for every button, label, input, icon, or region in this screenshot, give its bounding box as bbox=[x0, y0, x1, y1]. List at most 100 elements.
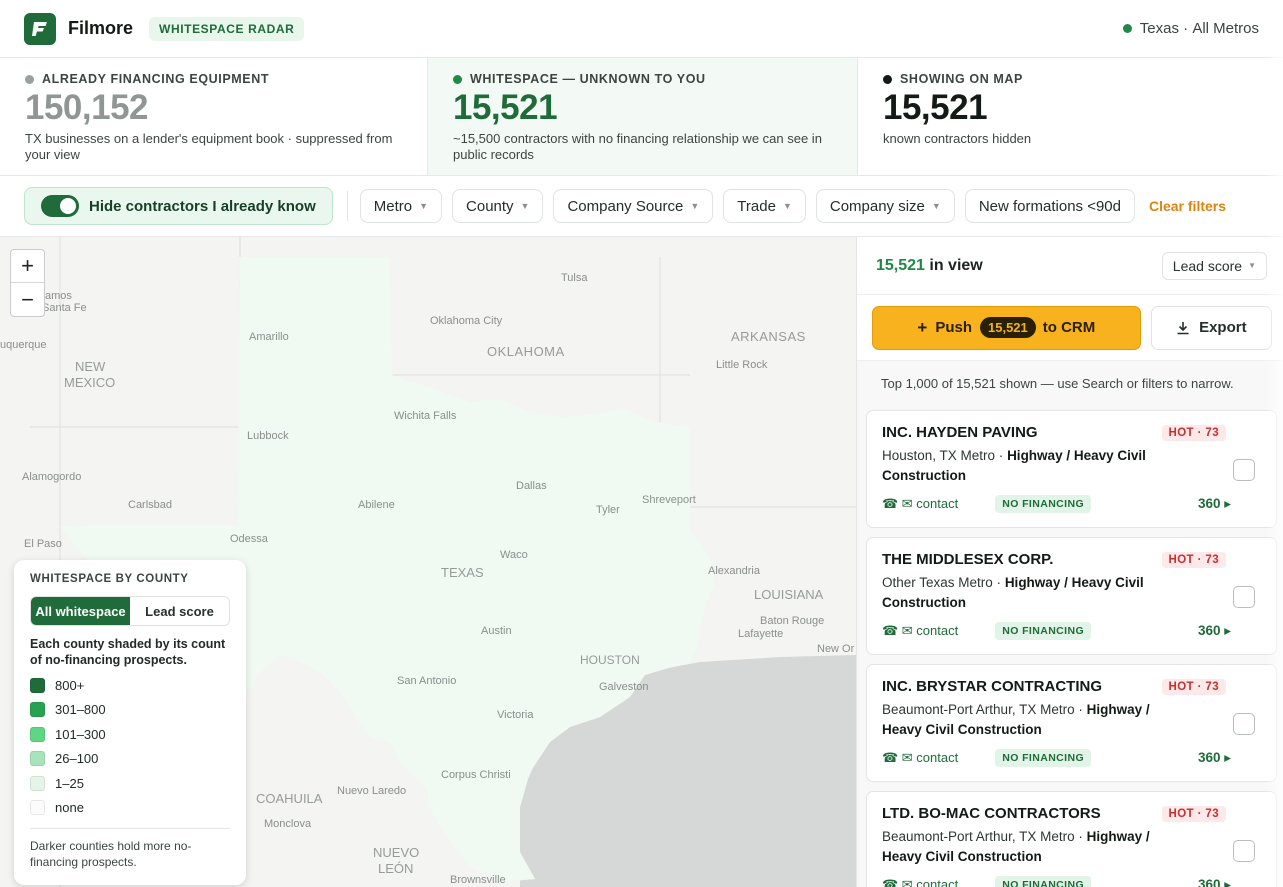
map-label: Tulsa bbox=[561, 272, 588, 284]
lead-card[interactable]: THE MIDDLESEX CORP. HOT · 73 Other Texas… bbox=[866, 537, 1277, 655]
download-icon bbox=[1177, 321, 1189, 334]
map-label: Shreveport bbox=[642, 494, 696, 506]
zoom-in-button[interactable]: + bbox=[11, 250, 44, 283]
lead-card[interactable]: INC. HAYDEN PAVING HOT · 73 Houston, TX … bbox=[866, 410, 1277, 528]
map-canvas[interactable]: Tulsa Oklahoma City OKLAHOMA ARKANSAS Li… bbox=[0, 237, 857, 887]
map-label: LOUISIANA bbox=[754, 587, 824, 602]
contact-link[interactable]: ☎ ✉ contact bbox=[882, 750, 959, 765]
map-label: COAHUILA bbox=[256, 791, 323, 806]
stat-showing-on-map: SHOWING ON MAP 15,521 known contractors … bbox=[858, 58, 1283, 175]
financing-badge: NO FINANCING bbox=[995, 495, 1092, 513]
stat-description: TX businesses on a lender's equipment bo… bbox=[25, 131, 393, 162]
map-label: Abilene bbox=[358, 499, 395, 511]
stat-whitespace: WHITESPACE — UNKNOWN TO YOU 15,521 ~15,5… bbox=[428, 58, 858, 175]
legend-item: 800+ bbox=[30, 673, 230, 698]
region-selector[interactable]: Texas · All Metros bbox=[1122, 20, 1259, 37]
score-link[interactable]: 360 ▸ bbox=[1197, 750, 1231, 765]
contact-link[interactable]: ☎ ✉ contact bbox=[882, 877, 959, 887]
swatch-icon bbox=[30, 800, 45, 816]
lead-name: THE MIDDLESEX CORP. bbox=[882, 551, 1054, 568]
tab-all-whitespace[interactable]: All whitespace bbox=[31, 597, 130, 625]
filter-label: New formations <90d bbox=[978, 197, 1121, 215]
map-label: New Or bbox=[817, 643, 855, 655]
caret-down-icon: ▼ bbox=[690, 201, 700, 211]
tab-lead-score[interactable]: Lead score bbox=[145, 603, 214, 619]
hot-badge: HOT · 73 bbox=[1161, 425, 1226, 441]
map-label: Lubbock bbox=[247, 430, 289, 442]
financing-badge: NO FINANCING bbox=[995, 749, 1092, 767]
map-label: Monclova bbox=[264, 818, 312, 830]
lead-card[interactable]: INC. BRYSTAR CONTRACTING HOT · 73 Beaumo… bbox=[866, 664, 1277, 782]
zoom-out-button[interactable]: − bbox=[21, 286, 34, 312]
contact-link[interactable]: ☎ ✉ contact bbox=[882, 623, 959, 638]
legend-item-label: 1–25 bbox=[55, 775, 84, 791]
stat-label: SHOWING ON MAP bbox=[900, 72, 1023, 86]
hide-known-toggle[interactable]: Hide contractors I already know bbox=[24, 187, 333, 225]
stat-label: ALREADY FINANCING EQUIPMENT bbox=[42, 72, 270, 86]
count-value: 15,521 bbox=[876, 256, 925, 274]
select-checkbox[interactable] bbox=[1233, 459, 1255, 481]
score-link[interactable]: 360 ▸ bbox=[1197, 877, 1231, 887]
map-label: Oklahoma City bbox=[430, 315, 503, 327]
map-label: Galveston bbox=[599, 681, 649, 693]
filter-bar: Hide contractors I already know Metro ▼ C… bbox=[0, 176, 1283, 237]
lead-footer: ☎ ✉ contact NO FINANCING 360 ▸ bbox=[882, 495, 1231, 513]
filmore-logo[interactable] bbox=[24, 12, 56, 45]
export-button[interactable]: Export bbox=[1150, 305, 1272, 350]
new-formations-filter[interactable]: New formations <90d bbox=[964, 189, 1135, 223]
map-label: Nuevo Laredo bbox=[337, 785, 406, 797]
contact-link[interactable]: ☎ ✉ contact bbox=[882, 496, 959, 511]
filter-label: Trade bbox=[737, 197, 776, 215]
hot-badge: HOT · 73 bbox=[1161, 552, 1226, 568]
map-label: El Paso bbox=[24, 538, 62, 550]
hot-badge: HOT · 73 bbox=[1161, 679, 1226, 695]
map-label: amos bbox=[45, 290, 72, 302]
caret-down-icon: ▼ bbox=[1248, 261, 1256, 270]
legend-item-label: none bbox=[55, 800, 84, 816]
score-link[interactable]: 360 ▸ bbox=[1197, 496, 1231, 511]
lead-card[interactable]: LTD. BO-MAC CONTRACTORS HOT · 73 Beaumon… bbox=[866, 791, 1277, 887]
map-label: Victoria bbox=[497, 709, 534, 721]
legend-item: 301–800 bbox=[30, 698, 230, 723]
metro-filter[interactable]: Metro ▼ bbox=[359, 189, 443, 223]
caret-down-icon: ▼ bbox=[931, 201, 941, 211]
trade-filter[interactable]: Trade ▼ bbox=[723, 189, 806, 223]
lead-trade: Highway / Heavy Civil Construction bbox=[882, 702, 1150, 737]
map-label: Tyler bbox=[596, 504, 620, 516]
legend-title: WHITESPACE BY COUNTY bbox=[30, 573, 189, 585]
lead-description: Other Texas Metro · Highway / Heavy Civi… bbox=[882, 573, 1167, 613]
map-label: HOUSTON bbox=[580, 653, 640, 667]
black-dot-icon bbox=[883, 74, 892, 84]
select-checkbox[interactable] bbox=[1233, 586, 1255, 608]
map-label: OKLAHOMA bbox=[487, 344, 565, 359]
map-label: Dallas bbox=[516, 480, 547, 492]
green-dot-icon bbox=[453, 74, 462, 84]
sort-label: Lead score bbox=[1172, 257, 1243, 274]
company-source-filter[interactable]: Company Source ▼ bbox=[553, 189, 714, 223]
legend-item: 101–300 bbox=[30, 722, 230, 747]
company-size-filter[interactable]: Company size ▼ bbox=[815, 189, 955, 223]
caret-down-icon: ▼ bbox=[520, 201, 530, 211]
county-filter[interactable]: County ▼ bbox=[452, 189, 544, 223]
lead-trade: Highway / Heavy Civil Construction bbox=[882, 575, 1144, 610]
map-label: Brownsville bbox=[450, 874, 506, 886]
select-checkbox[interactable] bbox=[1233, 840, 1255, 862]
push-suffix: to CRM bbox=[1042, 319, 1096, 336]
divider bbox=[30, 828, 230, 829]
score-link[interactable]: 360 ▸ bbox=[1197, 623, 1231, 638]
toggle-label: Hide contractors I already know bbox=[89, 197, 316, 215]
map-label: Lafayette bbox=[738, 628, 783, 640]
lead-description: Beaumont-Port Arthur, TX Metro · Highway… bbox=[882, 827, 1167, 867]
lead-footer: ☎ ✉ contact NO FINANCING 360 ▸ bbox=[882, 876, 1231, 887]
push-label: Push bbox=[935, 319, 972, 336]
toggle-switch[interactable] bbox=[41, 195, 79, 217]
lead-metro: Beaumont-Port Arthur, TX Metro · bbox=[882, 829, 1083, 844]
legend-footnote: Darker counties hold more no-financing p… bbox=[30, 839, 192, 869]
map-label: San Antonio bbox=[397, 675, 456, 687]
top-bar: Filmore WHITESPACE RADAR Texas · All Met… bbox=[0, 0, 1283, 58]
sort-select[interactable]: Lead score ▼ bbox=[1161, 251, 1267, 280]
push-to-crm-button[interactable]: + Push 15,521 to CRM bbox=[872, 305, 1141, 350]
map-label: ARKANSAS bbox=[731, 329, 806, 344]
clear-filters-link[interactable]: Clear filters bbox=[1148, 198, 1227, 214]
select-checkbox[interactable] bbox=[1233, 713, 1255, 735]
